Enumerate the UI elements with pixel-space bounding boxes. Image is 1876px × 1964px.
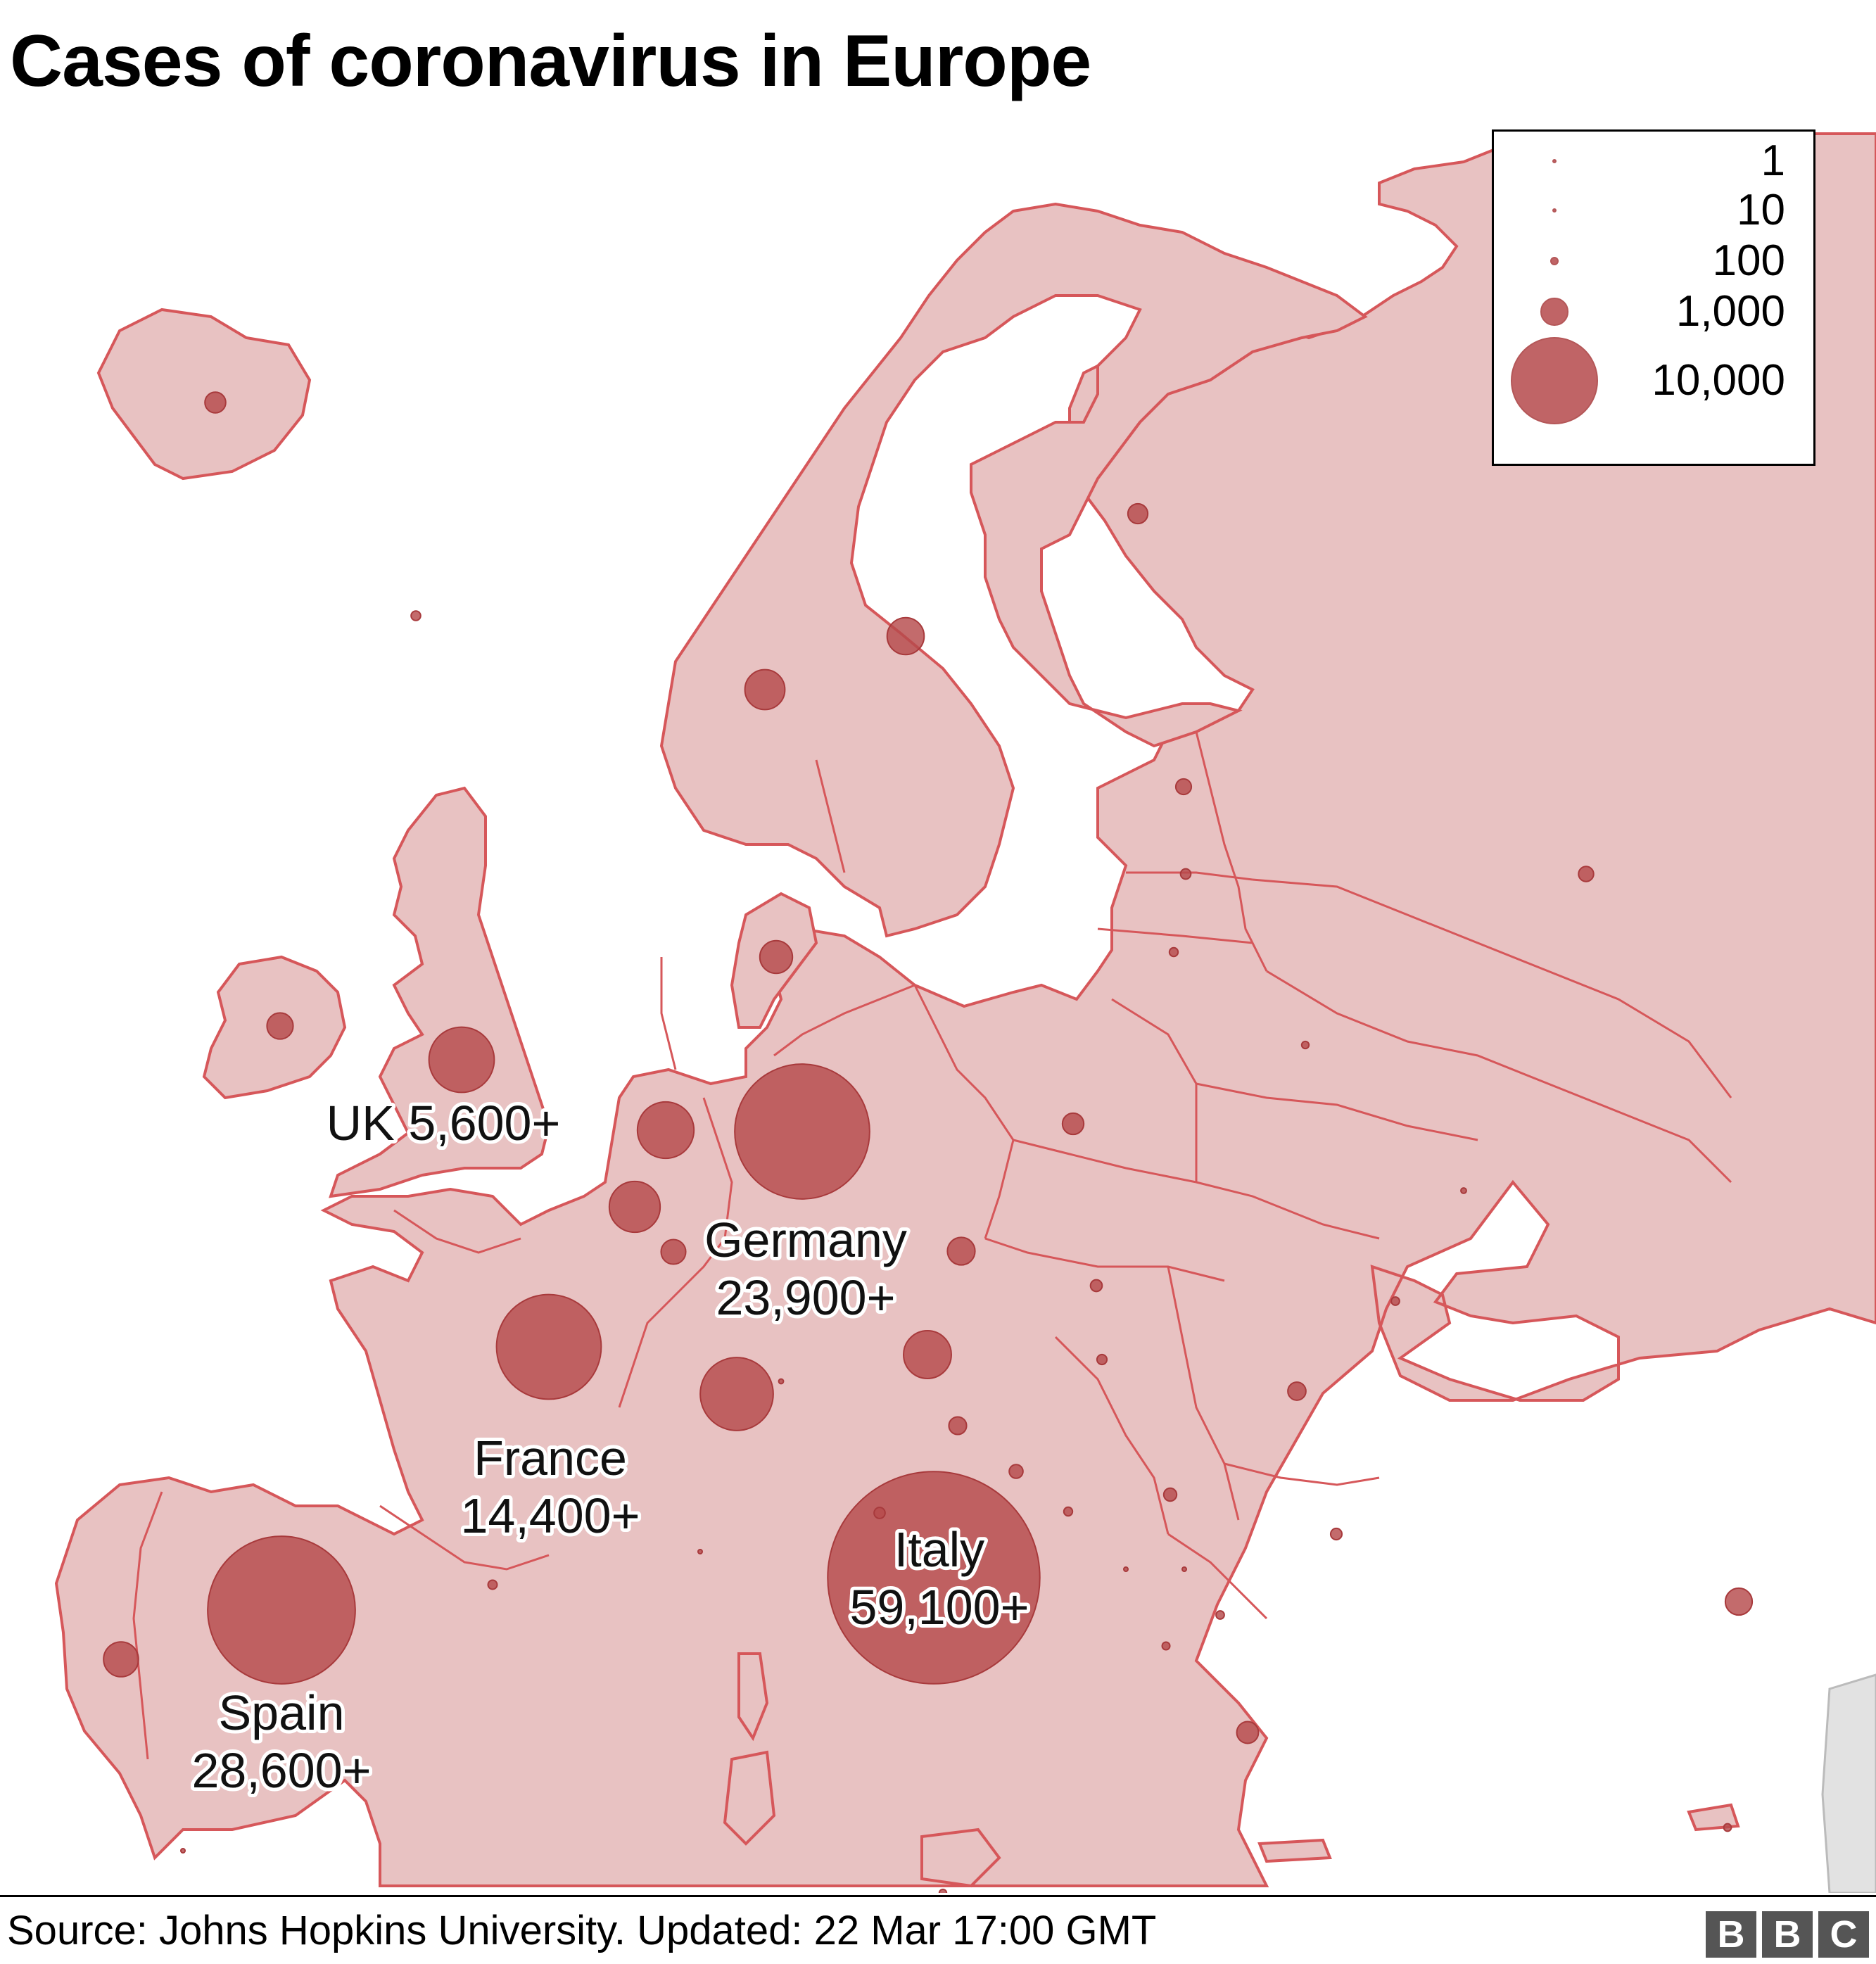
country-label-uk: UK 5,600+: [327, 1096, 561, 1151]
case-bubble-ireland: [266, 1012, 294, 1040]
bbc-logo: B B C: [1706, 1911, 1869, 1958]
legend-label: 10,000: [1652, 356, 1785, 405]
case-bubble-cyprus: [1723, 1823, 1732, 1832]
case-bubble-germany: [734, 1063, 870, 1200]
bubble-layer: [103, 391, 1754, 1893]
country-label-italy: 59,100+: [850, 1580, 1029, 1635]
case-bubble-norway: [744, 669, 786, 711]
legend: 1 10 100 1,000 10,000: [1492, 129, 1815, 466]
legend-circle: [1511, 337, 1598, 424]
legend-item: 100: [1494, 233, 1813, 289]
case-bubble-denmark: [759, 939, 794, 975]
legend-label: 1: [1761, 137, 1785, 185]
logo-letter: B: [1706, 1911, 1756, 1958]
source-note: Source: Johns Hopkins University. Update…: [7, 1908, 1157, 1953]
case-bubble-bulgaria: [1329, 1527, 1343, 1541]
case-bubble-france: [495, 1293, 602, 1400]
case-bubble-netherlands: [636, 1101, 695, 1160]
case-bubble-greece: [1236, 1721, 1260, 1744]
country-label-germany: 23,900+: [716, 1270, 896, 1325]
legend-label: 10: [1737, 186, 1785, 234]
country-label-italy: Italy: [894, 1522, 984, 1577]
case-bubble-uk: [428, 1026, 495, 1094]
case-bubble-bosnia-and-herzegovina: [1063, 1506, 1074, 1517]
country-label-germany: Germany: [704, 1212, 907, 1267]
legend-circle: [1549, 256, 1559, 266]
land-masses: [54, 132, 1876, 1893]
country-borders: [132, 731, 1732, 1760]
case-bubble-poland: [1061, 1112, 1085, 1136]
case-bubble-slovakia: [1089, 1279, 1103, 1293]
case-bubble-faroe-islands: [410, 610, 422, 621]
case-bubble-ukraine: [1460, 1187, 1467, 1194]
case-bubble-estonia: [1174, 778, 1193, 796]
case-bubble-north-macedonia: [1215, 1610, 1225, 1620]
case-bubble-albania: [1161, 1641, 1171, 1651]
case-bubble-portugal: [103, 1641, 139, 1678]
country-label-spain: Spain: [218, 1685, 344, 1740]
case-bubble-latvia: [1179, 868, 1192, 880]
case-bubble-finland: [1127, 502, 1149, 525]
case-bubble-kosovo: [1181, 1566, 1187, 1572]
case-bubble-belarus: [1300, 1040, 1310, 1050]
legend-circle: [1540, 298, 1568, 326]
case-bubble-andorra: [487, 1579, 498, 1590]
case-bubble-italy: [827, 1471, 1041, 1685]
case-bubble-san-marino: [873, 1507, 886, 1519]
case-bubble-iceland: [204, 391, 227, 414]
case-bubble-luxembourg: [660, 1238, 687, 1265]
case-bubble-slovenia: [948, 1416, 968, 1436]
case-bubble-spain: [207, 1535, 356, 1685]
case-bubble-romania: [1287, 1381, 1307, 1401]
case-bubble-liechtenstein: [778, 1378, 785, 1385]
legend-label: 100: [1712, 236, 1785, 285]
case-bubble-belgium: [608, 1180, 661, 1234]
legend-label: 1,000: [1675, 287, 1785, 336]
legend-item: 10: [1494, 182, 1813, 239]
case-bubble-montenegro: [1123, 1566, 1129, 1572]
legend-circle: [1552, 208, 1557, 213]
footer-divider: [0, 1895, 1876, 1897]
case-bubble-serbia: [1162, 1487, 1178, 1502]
case-bubble-sweden: [886, 616, 925, 656]
legend-item: 1,000: [1494, 284, 1813, 340]
case-bubble-czech-republic: [946, 1236, 976, 1266]
logo-letter: C: [1818, 1911, 1869, 1958]
case-bubble-russia: [1578, 866, 1595, 882]
country-label-spain: 28,600+: [192, 1743, 372, 1798]
case-bubble-monaco: [697, 1549, 703, 1554]
case-bubble-austria: [903, 1330, 952, 1379]
country-label-france: France: [474, 1431, 627, 1485]
legend-item: 10,000: [1494, 337, 1813, 424]
case-bubble-turkey: [1724, 1587, 1754, 1616]
legend-circle: [1552, 159, 1557, 163]
logo-letter: B: [1762, 1911, 1813, 1958]
case-bubble-switzerland: [699, 1357, 774, 1431]
case-bubble-croatia: [1008, 1464, 1024, 1479]
case-bubble-hungary: [1096, 1353, 1108, 1366]
case-bubble-gibraltar: [180, 1848, 186, 1854]
map-title: Cases of coronavirus in Europe: [10, 20, 1091, 102]
case-bubble-malta: [938, 1888, 948, 1893]
country-label-france: 14,400+: [461, 1488, 640, 1543]
case-bubble-moldova: [1390, 1296, 1400, 1306]
case-bubble-lithuania: [1168, 946, 1179, 958]
legend-item: 1: [1494, 133, 1813, 189]
